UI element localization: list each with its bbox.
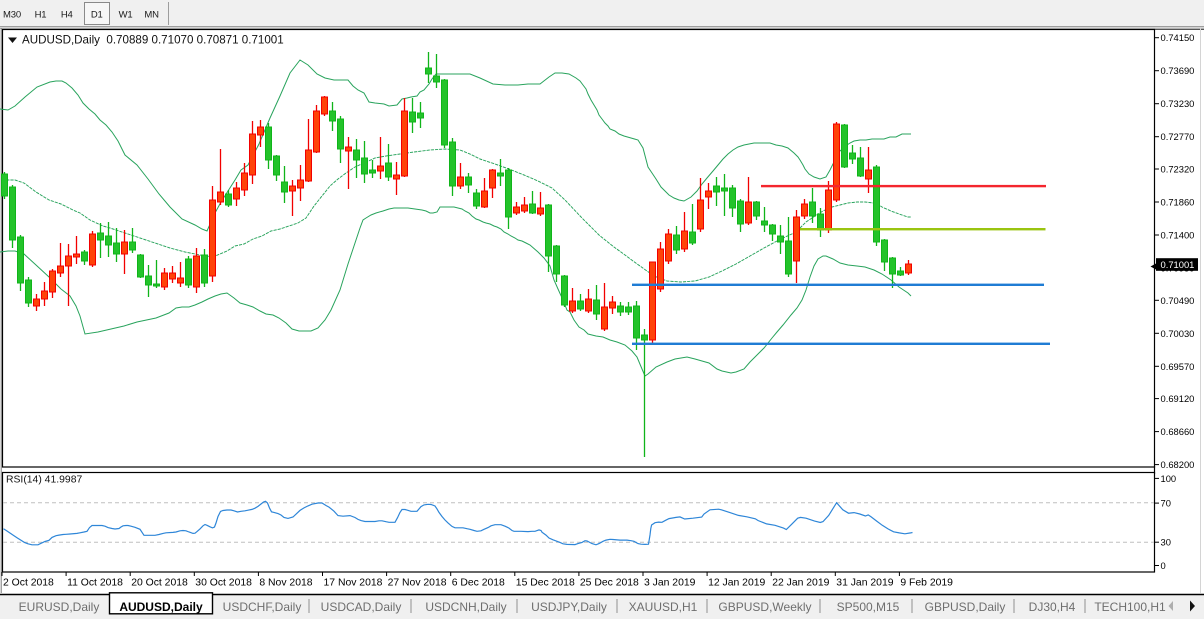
svg-text:M30: M30 — [3, 9, 21, 20]
svg-text:30 Oct 2018: 30 Oct 2018 — [195, 577, 252, 588]
svg-text:12 Jan 2019: 12 Jan 2019 — [708, 577, 765, 588]
svg-text:0.70490: 0.70490 — [1161, 295, 1195, 306]
svg-text:AUDUSD,Daily: AUDUSD,Daily — [119, 600, 203, 614]
svg-text:0.68660: 0.68660 — [1161, 426, 1195, 437]
svg-text:30: 30 — [1161, 537, 1171, 548]
svg-text:20 Oct 2018: 20 Oct 2018 — [131, 577, 188, 588]
svg-text:GBPUSD,Daily: GBPUSD,Daily — [925, 600, 1006, 614]
svg-text:27 Nov 2018: 27 Nov 2018 — [388, 577, 447, 588]
svg-text:9 Feb 2019: 9 Feb 2019 — [900, 577, 953, 588]
svg-text:RSI(14) 41.9987: RSI(14) 41.9987 — [6, 475, 82, 486]
svg-text:0.73230: 0.73230 — [1161, 98, 1195, 109]
svg-text:EURUSD,Daily: EURUSD,Daily — [19, 600, 100, 614]
svg-text:D1: D1 — [91, 9, 103, 20]
svg-text:0.69570: 0.69570 — [1161, 361, 1195, 372]
svg-text:31 Jan 2019: 31 Jan 2019 — [836, 577, 893, 588]
svg-text:USDCNH,Daily: USDCNH,Daily — [425, 600, 506, 614]
svg-text:100: 100 — [1161, 473, 1177, 484]
svg-text:0.71860: 0.71860 — [1161, 197, 1195, 208]
svg-text:W1: W1 — [119, 9, 133, 20]
svg-text:6 Dec 2018: 6 Dec 2018 — [452, 577, 505, 588]
svg-text:DJ30,H4: DJ30,H4 — [1029, 600, 1076, 614]
svg-text:11 Oct 2018: 11 Oct 2018 — [67, 577, 123, 588]
svg-text:GBPUSD,Weekly: GBPUSD,Weekly — [718, 600, 811, 614]
svg-text:70: 70 — [1161, 498, 1171, 509]
svg-text:SP500,M15: SP500,M15 — [837, 600, 900, 614]
svg-text:0.74150: 0.74150 — [1161, 32, 1195, 43]
svg-text:MN: MN — [144, 9, 159, 20]
svg-text:15 Dec 2018: 15 Dec 2018 — [516, 577, 575, 588]
svg-text:0.70030: 0.70030 — [1161, 328, 1195, 339]
svg-text:TECH100,H1: TECH100,H1 — [1094, 600, 1166, 614]
svg-text:25 Dec 2018: 25 Dec 2018 — [580, 577, 639, 588]
svg-text:0.69120: 0.69120 — [1161, 393, 1195, 404]
svg-text:22 Jan 2019: 22 Jan 2019 — [772, 577, 829, 588]
svg-text:8 Nov 2018: 8 Nov 2018 — [259, 577, 312, 588]
svg-text:AUDUSD,Daily 0.70889 0.71070: AUDUSD,Daily 0.70889 0.71070 0.70871 0.7… — [22, 34, 284, 47]
svg-text:USDJPY,Daily: USDJPY,Daily — [531, 600, 607, 614]
svg-text:XAUUSD,H1: XAUUSD,H1 — [629, 600, 698, 614]
svg-text:H1: H1 — [35, 9, 47, 20]
svg-text:H4: H4 — [61, 9, 73, 20]
svg-text:0.72320: 0.72320 — [1161, 164, 1195, 175]
svg-text:0.73690: 0.73690 — [1161, 65, 1195, 76]
svg-text:0.71001: 0.71001 — [1161, 259, 1195, 270]
svg-text:3 Jan 2019: 3 Jan 2019 — [644, 577, 696, 588]
svg-text:0.68200: 0.68200 — [1161, 459, 1195, 470]
svg-text:2 Oct 2018: 2 Oct 2018 — [3, 577, 54, 588]
svg-text:0.71400: 0.71400 — [1161, 230, 1195, 241]
svg-text:USDCHF,Daily: USDCHF,Daily — [223, 600, 302, 614]
svg-text:USDCAD,Daily: USDCAD,Daily — [321, 600, 402, 614]
svg-text:0: 0 — [1161, 560, 1166, 571]
svg-text:0.72770: 0.72770 — [1161, 131, 1195, 142]
svg-text:17 Nov 2018: 17 Nov 2018 — [324, 577, 383, 588]
